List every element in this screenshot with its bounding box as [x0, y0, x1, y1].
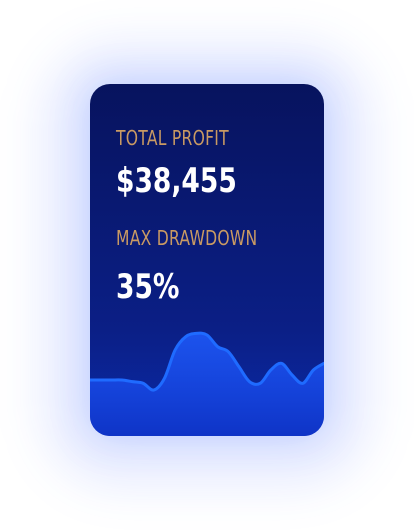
total-profit-value: $38,455 — [116, 161, 237, 201]
total-profit-label: TOTAL PROFIT — [116, 126, 229, 150]
profit-stats-card: TOTAL PROFIT $38,455 MAX DRAWDOWN 35% — [90, 84, 324, 436]
sparkline-area — [90, 333, 324, 436]
sparkline-line — [90, 331, 324, 392]
profit-sparkline — [90, 331, 324, 436]
max-drawdown-label: MAX DRAWDOWN — [116, 226, 258, 250]
max-drawdown-value: 35% — [116, 267, 180, 307]
